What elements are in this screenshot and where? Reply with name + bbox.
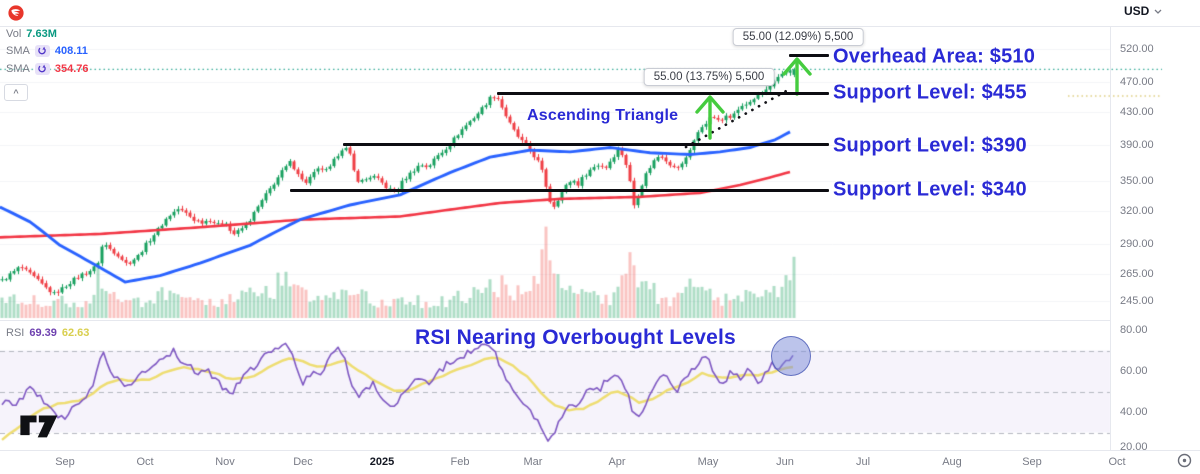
go-to-date-button[interactable] [1176, 452, 1193, 469]
sma-slow-value: 354.76 [54, 63, 89, 75]
time-axis-label: 2025 [369, 456, 395, 468]
volume-label: Vol [6, 28, 22, 40]
tradingview-logo[interactable] [17, 412, 63, 442]
sma-slow-legend-row[interactable]: SMA 354.76 [6, 63, 89, 75]
pane-separator[interactable] [0, 320, 1110, 321]
rsi-axis-label: 80.00 [1120, 324, 1148, 336]
price-axis-label: 520.00 [1120, 42, 1154, 55]
time-axis-label: Oct [1108, 456, 1126, 468]
time-axis-label: Dec [293, 456, 313, 468]
label-support-455[interactable]: Support Level: $455 [833, 81, 1027, 104]
time-axis-label: Feb [450, 456, 470, 468]
rsi-legend-row[interactable]: RSI 69.39 62.63 [6, 327, 89, 339]
price-axis-label: 390.00 [1120, 138, 1154, 151]
time-axis-label: Sep [1022, 456, 1042, 468]
time-axis-separator [0, 450, 1200, 451]
support-line-455[interactable] [497, 91, 829, 95]
label-rsi-overbought[interactable]: RSI Nearing Overbought Levels [415, 326, 736, 349]
volume-value: 7.63M [26, 28, 57, 40]
label-overhead-area[interactable]: Overhead Area: $510 [833, 45, 1036, 68]
price-axis-label: 290.00 [1120, 238, 1154, 251]
rsi-value: 69.39 [29, 327, 57, 339]
overhead-line-510[interactable] [789, 53, 829, 57]
rsi-axis-label: 20.00 [1120, 441, 1148, 453]
time-axis-label: Jul [855, 456, 871, 468]
chevron-up-icon: ^ [13, 87, 19, 98]
currency-selector[interactable]: USD [1124, 4, 1162, 18]
sma-source-loop-icon[interactable] [34, 63, 50, 75]
measurement-tooltip: 55.00 (12.09%) 5,500 [732, 28, 864, 46]
label-support-390[interactable]: Support Level: $390 [833, 134, 1027, 157]
rsi-axis-label: 60.00 [1120, 365, 1148, 377]
support-line-390[interactable] [343, 143, 829, 147]
time-axis-label: Oct [136, 456, 154, 468]
time-axis-label: May [697, 456, 719, 468]
chart-header [0, 0, 1200, 27]
price-axis-label: 320.00 [1120, 205, 1154, 218]
time-axis-label: Nov [215, 456, 235, 468]
currency-label: USD [1124, 4, 1150, 18]
rsi-highlight-circle[interactable] [771, 336, 811, 376]
time-axis-label: Mar [523, 456, 543, 468]
volume-legend-row[interactable]: Vol 7.63M [6, 28, 57, 40]
arrow-up-head-drawing[interactable] [695, 95, 725, 114]
sma-slow-label: SMA [6, 63, 30, 75]
sma-fast-value: 408.11 [54, 45, 88, 57]
arrow-up-head-drawing[interactable] [782, 57, 812, 76]
label-ascending-triangle[interactable]: Ascending Triangle [527, 107, 679, 124]
time-axis-label: Aug [942, 456, 962, 468]
rsi-label: RSI [6, 327, 25, 339]
support-line-340[interactable] [290, 189, 829, 193]
price-axis-label: 350.00 [1120, 175, 1154, 188]
price-axis-label: 265.00 [1120, 268, 1154, 281]
price-axis-separator [1110, 26, 1111, 450]
price-axis-label: 430.00 [1120, 106, 1154, 119]
crowdstrike-logo-icon [8, 5, 24, 21]
sma-source-loop-icon[interactable] [34, 45, 50, 57]
rsi-axis-label: 40.00 [1120, 406, 1148, 418]
ascending-trendline-drawing[interactable] [684, 88, 790, 149]
sma-fast-legend-row[interactable]: SMA 408.11 [6, 45, 88, 57]
chevron-down-icon [1154, 9, 1162, 14]
time-axis-label: Sep [55, 456, 75, 468]
price-axis-label: 245.00 [1120, 294, 1154, 307]
sma-fast-label: SMA [6, 45, 30, 57]
time-axis-label: Jun [776, 456, 794, 468]
time-axis-label: Apr [608, 456, 626, 468]
legend-collapse-button[interactable]: ^ [4, 84, 28, 101]
label-support-340[interactable]: Support Level: $340 [833, 178, 1027, 201]
rsi-signal-value: 62.63 [61, 327, 90, 339]
price-axis-label: 470.00 [1120, 76, 1154, 89]
measurement-tooltip: 55.00 (13.75%) 5,500 [643, 68, 775, 86]
